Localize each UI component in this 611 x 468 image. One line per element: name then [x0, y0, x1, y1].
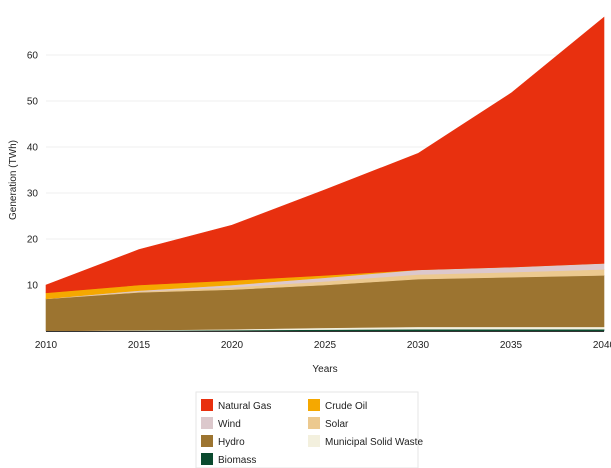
x-tick-label: 2035 — [500, 340, 523, 351]
legend-label-solar: Solar — [325, 419, 349, 430]
legend-swatch-natural-gas — [201, 399, 213, 411]
y-tick-label: 20 — [27, 235, 39, 246]
legend-label-crude-oil: Crude Oil — [325, 401, 367, 412]
area-series — [45, 16, 605, 332]
y-tick-label: 50 — [27, 97, 39, 108]
x-tick-label: 2010 — [35, 340, 58, 351]
legend-box — [195, 391, 419, 468]
legend-label-wind: Wind — [218, 419, 241, 430]
legend-swatch-crude-oil — [308, 399, 320, 411]
x-axis-title: Years — [312, 364, 337, 375]
legend-swatch-wind — [201, 417, 213, 429]
y-tick-labels: 10 20 30 40 50 60 — [27, 51, 39, 292]
legend-label-hydro: Hydro — [218, 437, 245, 448]
x-tick-label: 2040 — [593, 340, 611, 351]
x-tick-label: 2020 — [221, 340, 244, 351]
legend-label-natural-gas: Natural Gas — [218, 401, 271, 412]
y-tick-label: 40 — [27, 143, 39, 154]
legend-swatch-biomass — [201, 453, 213, 465]
legend-swatch-hydro — [201, 435, 213, 447]
x-tick-label: 2030 — [407, 340, 430, 351]
legend-label-biomass: Biomass — [218, 455, 256, 466]
legend-swatch-municipal-solid-waste — [308, 435, 320, 447]
legend-label-municipal-solid-waste: Municipal Solid Waste — [325, 437, 423, 448]
x-tick-label: 2025 — [314, 340, 337, 351]
x-tick-label: 2015 — [128, 340, 151, 351]
legend: Natural Gas Crude Oil Wind Solar Hydro Munici… — [195, 391, 423, 468]
x-tick-labels: 2010 2015 2020 2025 2030 2035 2040 — [35, 340, 611, 351]
y-tick-label: 10 — [27, 281, 39, 292]
area-natural-gas — [45, 16, 605, 294]
y-axis-title: Generation (TWh) — [8, 140, 19, 220]
y-tick-label: 60 — [27, 51, 39, 62]
legend-swatch-solar — [308, 417, 320, 429]
y-tick-label: 30 — [27, 189, 39, 200]
